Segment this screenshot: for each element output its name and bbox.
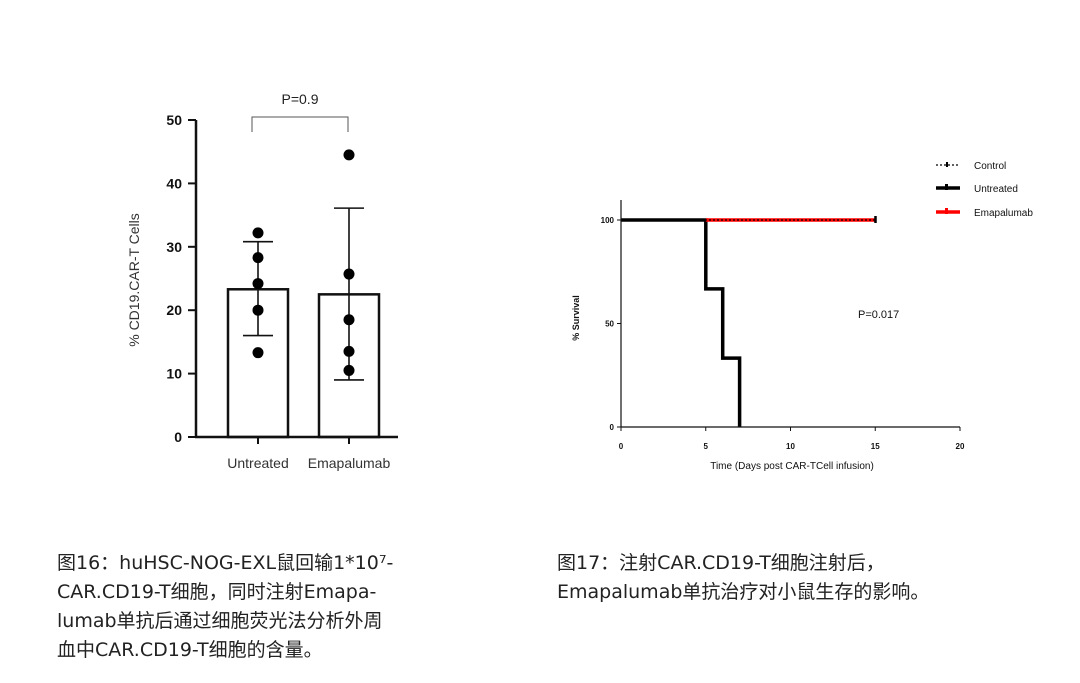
- bar-y-tick-label: 10: [166, 366, 182, 382]
- censor-mark: [874, 216, 877, 223]
- surv-x-tick-label: 10: [786, 442, 795, 451]
- surv-x-tick-label: 5: [704, 442, 709, 451]
- figure-17-caption: 图17：注射CAR.CD19-T细胞注射后， Emapalumab单抗治疗对小鼠…: [557, 549, 929, 607]
- bar-annotation: P=0.9: [282, 91, 319, 107]
- surv-y-tick-label: 100: [601, 216, 615, 225]
- surv-legend: Control Untreated Emapalumab: [936, 161, 1033, 219]
- legend-item-untreated: Untreated: [936, 184, 1018, 195]
- data-point: [252, 278, 264, 290]
- bar-y-tick-label: 0: [174, 429, 182, 445]
- data-point: [343, 268, 355, 280]
- caption-line: CAR.CD19-T细胞，同时注射Emapa-: [57, 581, 377, 603]
- series-line-untreated: [621, 218, 742, 427]
- bar-x-tick-label: Untreated: [227, 455, 288, 471]
- data-point: [343, 345, 355, 357]
- bar-chart: % CD19.CAR-T Cells 0 10 20 30 40 50 Untreated…: [126, 91, 398, 471]
- surv-x-tick-label: 15: [871, 442, 880, 451]
- data-point: [343, 364, 355, 376]
- bar-y-tick-label: 20: [166, 302, 182, 318]
- caption-line: 血中CAR.CD19-T细胞的含量。: [57, 639, 323, 661]
- bar-y-tick-label: 50: [166, 112, 182, 128]
- legend-label-control: Control: [974, 161, 1006, 172]
- surv-y-axis-label: % Survival: [571, 295, 581, 341]
- data-point: [252, 252, 264, 264]
- caption-line: lumab单抗后通过细胞荧光法分析外周: [57, 610, 383, 632]
- surv-y-tick-label: 50: [605, 320, 614, 329]
- legend-label-emapalumab: Emapalumab: [974, 208, 1033, 219]
- legend-label-untreated: Untreated: [974, 184, 1018, 195]
- surv-annotation: P=0.017: [858, 309, 899, 321]
- bar-x-tick-label: Emapalumab: [308, 455, 391, 471]
- data-point: [252, 227, 264, 239]
- bar-y-axis-label: % CD19.CAR-T Cells: [126, 213, 142, 347]
- survival-chart: % Survival Time (Days post CAR-TCell inf…: [571, 161, 1033, 472]
- bar-bars: [226, 149, 381, 439]
- data-point: [343, 149, 355, 161]
- data-point: [252, 347, 264, 359]
- surv-x-ticks: 0 5 10 15 20: [619, 427, 965, 451]
- caption-line: Emapalumab单抗治疗对小鼠生存的影响。: [557, 581, 930, 603]
- bar-y-ticks: 0 10 20 30 40 50: [166, 112, 196, 445]
- bar-x-tick-labels: Untreated Emapalumab: [227, 437, 390, 471]
- surv-x-tick-label: 0: [619, 442, 624, 451]
- surv-y-tick-label: 0: [610, 423, 615, 432]
- bar-significance-bracket: [251, 116, 349, 132]
- caption-line: 图17：注射CAR.CD19-T细胞注射后，: [557, 552, 885, 574]
- surv-series-lines: [621, 216, 877, 427]
- legend-item-control: Control: [936, 161, 1006, 172]
- bar-y-tick-label: 30: [166, 239, 182, 255]
- data-point: [343, 314, 355, 326]
- bar-y-tick-label: 40: [166, 175, 182, 191]
- surv-y-ticks: 0 50 100: [601, 216, 621, 432]
- legend-item-emapalumab: Emapalumab: [936, 208, 1033, 219]
- figure-16-caption: 图16：huHSC-NOG-EXL鼠回输1*10⁷- CAR.CD19-T细胞，…: [57, 549, 393, 665]
- surv-x-tick-label: 20: [956, 442, 965, 451]
- caption-line: 图16：huHSC-NOG-EXL鼠回输1*10⁷-: [57, 552, 394, 574]
- data-point: [252, 304, 264, 316]
- surv-x-axis-label: Time (Days post CAR-TCell infusion): [710, 461, 874, 472]
